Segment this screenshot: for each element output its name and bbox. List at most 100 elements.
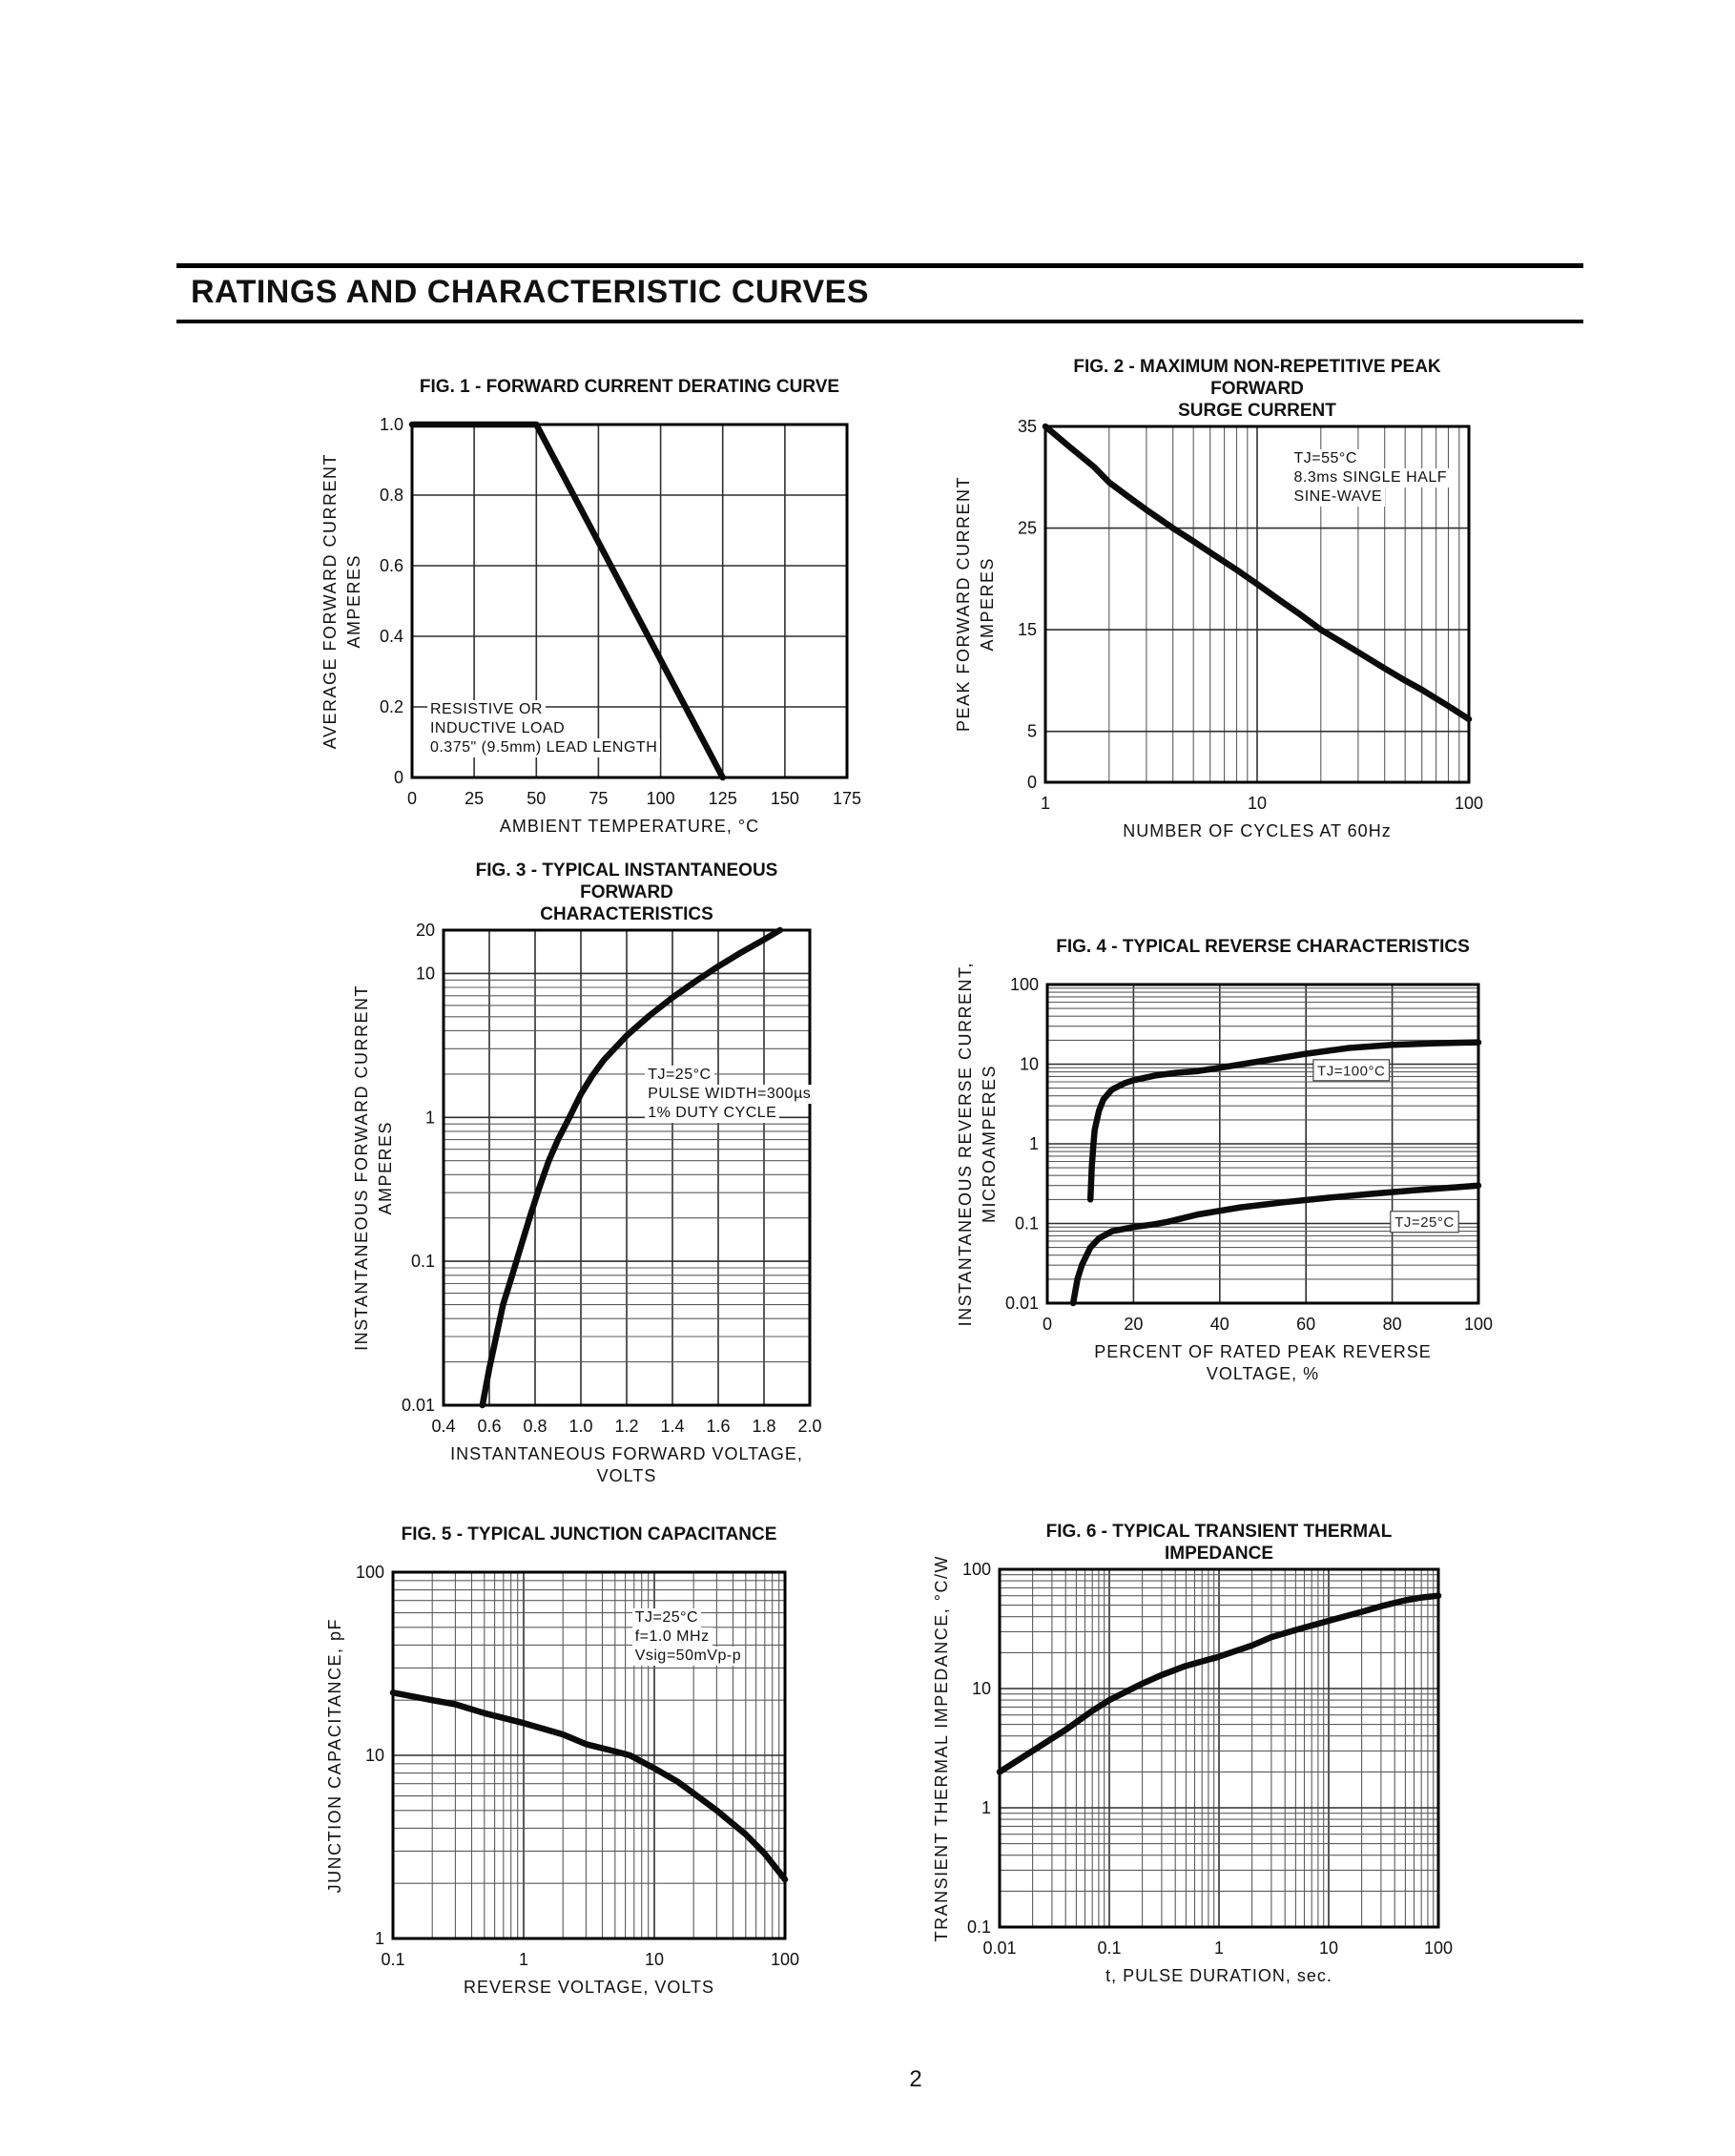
- x-axis-label: INSTANTANEOUS FORWARD VOLTAGE, VOLTS: [450, 1444, 803, 1485]
- x-tick-label: 125: [709, 789, 737, 808]
- figure-4-typical-reverse-characteristics: FIG. 4 - TYPICAL REVERSE CHARACTERISTICS…: [956, 937, 1501, 1383]
- plot-area: 0.1 1 10 100 100 10 1: [356, 1563, 799, 1969]
- chart-note: TJ=25°C f=1.0 MHz Vsig=50mVp-p: [631, 1608, 745, 1667]
- x-tick-label: 0.4: [431, 1417, 455, 1436]
- y-tick-label: 10: [365, 1746, 384, 1765]
- y-tick-label: 100: [356, 1563, 384, 1582]
- x-tick-label: 0.6: [477, 1417, 501, 1436]
- x-tick-label: 2.0: [797, 1417, 821, 1436]
- x-tick-label: 75: [589, 789, 608, 808]
- y-tick-label: 20: [416, 921, 435, 940]
- figure-title: FIG. 2 - MAXIMUM NON-REPETITIVE PEAK FOR…: [1073, 357, 1441, 421]
- note-line: PULSE WIDTH=300µs: [645, 1084, 815, 1104]
- figure-title: FIG. 5 - TYPICAL JUNCTION CAPACITANCE: [401, 1524, 777, 1544]
- note-line: TJ=25°C: [645, 1065, 714, 1085]
- x-tick-label: 100: [771, 1950, 799, 1969]
- note-line: INDUCTIVE LOAD: [426, 718, 568, 738]
- y-tick-label: 0.01: [1005, 1294, 1039, 1313]
- note-line: RESISTIVE OR: [426, 699, 546, 719]
- plot-border: [410, 423, 849, 779]
- y-tick-label: 1: [375, 1929, 384, 1948]
- y-tick-label: 10: [972, 1679, 991, 1698]
- figure-title: FIG. 6 - TYPICAL TRANSIENT THERMAL IMPED…: [1045, 1522, 1393, 1564]
- y-axis-label-line: INSTANTANEOUS FORWARD CURRENT: [352, 985, 371, 1351]
- x-tick-label: 100: [1424, 1938, 1453, 1958]
- plot-border: [1045, 983, 1480, 1305]
- data-curve: [479, 926, 784, 1409]
- data-curve: [996, 1592, 1442, 1775]
- curve-label: TJ=100°C: [1317, 1063, 1385, 1079]
- x-axis-label: REVERSE VOLTAGE, VOLTS: [463, 1978, 715, 1997]
- y-tick-label: 100: [1010, 975, 1039, 994]
- x-tick-label: 0.1: [1097, 1938, 1121, 1958]
- y-tick-label: 5: [1027, 722, 1037, 741]
- y-tick-label: 0.4: [380, 627, 403, 646]
- y-tick-label: 0.1: [967, 1918, 991, 1937]
- figure-title: FIG. 3 - TYPICAL INSTANTANEOUS FORWARD C…: [475, 860, 778, 924]
- x-tick-label: 50: [527, 789, 546, 808]
- y-tick-label: 10: [1020, 1055, 1039, 1074]
- note-line: TJ=55°C: [1291, 449, 1360, 469]
- y-tick-label: 0.01: [402, 1396, 435, 1415]
- x-tick-label: 40: [1210, 1315, 1229, 1334]
- plot-border: [998, 1567, 1440, 1929]
- y-tick-label: 0.2: [380, 697, 403, 716]
- chart-note: TJ=25°C PULSE WIDTH=300µs 1% DUTY CYCLE: [645, 1065, 815, 1123]
- x-tick-label: 10: [1248, 794, 1267, 813]
- header-rule-top: [176, 263, 1583, 268]
- y-tick-label: 0.1: [411, 1252, 435, 1271]
- y-tick-label: 1: [981, 1798, 991, 1817]
- x-tick-label: 20: [1124, 1315, 1143, 1334]
- y-tick-label: 0: [1027, 773, 1037, 792]
- y-tick-label: 1: [425, 1108, 435, 1127]
- x-tick-label: 100: [1455, 794, 1483, 813]
- plot-area: 0 25 50 75 100 125 150 175 0 0.2 0.4 0.6 0.8 1.0: [380, 415, 861, 808]
- x-tick-label: 80: [1383, 1315, 1402, 1334]
- x-tick-label: 1: [1214, 1938, 1224, 1958]
- x-axis-label: PERCENT OF RATED PEAK REVERSE VOLTAGE, %: [1094, 1342, 1432, 1383]
- x-tick-label: 0: [407, 789, 417, 808]
- x-axis-label: AMBIENT TEMPERATURE, °C: [499, 817, 760, 836]
- note-line: 1% DUTY CYCLE: [645, 1103, 780, 1123]
- page-number: 2: [909, 2066, 922, 2092]
- data-curve: [1086, 1039, 1482, 1203]
- curve-label-box: [1390, 1211, 1459, 1233]
- y-tick-label: 0: [394, 768, 403, 787]
- x-tick-label: 1.6: [706, 1417, 730, 1436]
- plot-border: [391, 1570, 787, 1940]
- curve-label: TJ=25°C: [1394, 1214, 1454, 1231]
- x-tick-label: 1: [519, 1950, 528, 1969]
- y-tick-label: 0.8: [380, 486, 403, 505]
- x-tick-label: 100: [647, 789, 675, 808]
- x-tick-label: 100: [1464, 1315, 1493, 1334]
- x-tick-label: 0: [1043, 1315, 1052, 1334]
- chart-note: TJ=55°C 8.3ms SINGLE HALF SINE-WAVE: [1291, 449, 1451, 508]
- x-tick-label: 0.8: [523, 1417, 547, 1436]
- x-tick-label: 1.0: [568, 1417, 592, 1436]
- y-tick-label: 15: [1018, 620, 1037, 639]
- figure-6-transient-thermal-impedance: FIG. 6 - TYPICAL TRANSIENT THERMAL IMPED…: [932, 1522, 1461, 1985]
- y-tick-label: 0.6: [380, 556, 403, 575]
- y-tick-label: 1.0: [380, 415, 403, 434]
- x-tick-label: 1: [1041, 794, 1050, 813]
- data-curve: [1069, 1182, 1482, 1307]
- x-tick-label: 0.01: [982, 1938, 1016, 1958]
- figure-5-typical-junction-capacitance: FIG. 5 - TYPICAL JUNCTION CAPACITANCE JU…: [325, 1524, 808, 1997]
- data-curve: [389, 1690, 789, 1883]
- figure-title: FIG. 4 - TYPICAL REVERSE CHARACTERISTICS: [1056, 937, 1470, 957]
- figure-3-instantaneous-forward-characteristics: FIG. 3 - TYPICAL INSTANTANEOUS FORWARD C…: [352, 860, 833, 1485]
- x-tick-label: 1.8: [752, 1417, 775, 1436]
- curve-label-box: [1312, 1059, 1391, 1082]
- y-axis-label-line: INSTANTANEOUS REVERSE CURRENT,: [956, 961, 975, 1327]
- x-tick-label: 175: [833, 789, 861, 808]
- figure-2-peak-forward-surge-current: FIG. 2 - MAXIMUM NON-REPETITIVE PEAK FOR…: [954, 357, 1492, 840]
- plot-border: [1043, 425, 1471, 784]
- y-tick-label: 35: [1018, 417, 1037, 436]
- section-title: RATINGS AND CHARACTERISTIC CURVES: [191, 274, 870, 310]
- note-line: 8.3ms SINGLE HALF: [1291, 468, 1451, 488]
- y-tick-label: 10: [416, 964, 435, 983]
- y-tick-label: 0.1: [1015, 1214, 1039, 1233]
- x-tick-label: 150: [771, 789, 799, 808]
